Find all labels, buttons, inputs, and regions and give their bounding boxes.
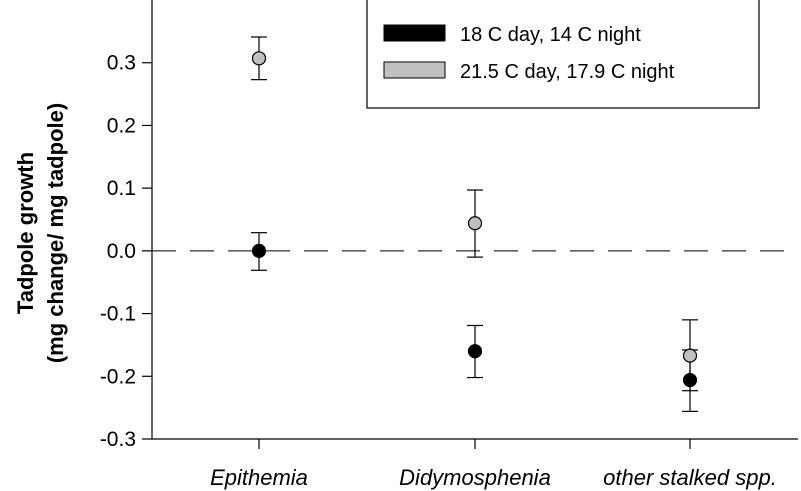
y-tick-label: -0.1 [100,303,136,326]
data-point [682,372,698,388]
y-axis-title-line1: Tadpole growth [13,152,38,314]
y-axis-title: Tadpole growth (mg change/ mg tadpole) [13,103,68,363]
legend-label-series-2: 21.5 C day, 17.9 C night [460,61,675,83]
y-tick-label: -0.3 [100,428,136,451]
legend-swatch-series-2 [383,61,446,79]
y-tick-label: 0.2 [107,114,136,137]
data-point [467,344,483,359]
y-tick-label: 0.0 [107,240,136,263]
series-1-markers [251,243,698,388]
data-point [467,216,483,231]
legend-box [366,0,760,109]
x-category-label: Epithemia [210,465,308,490]
data-point [251,243,267,258]
data-points [251,36,698,413]
y-tick-label: -0.2 [100,365,136,388]
x-category-label: Didymosphenia [399,465,551,490]
legend: 18 C day, 14 C night 21.5 C day, 17.9 C … [366,0,760,109]
series-2-markers [251,51,698,363]
y-ticks: -0.3 -0.2 -0.1 0.0 0.1 0.2 0.3 [100,52,152,451]
y-axis-title-line2: (mg change/ mg tadpole) [43,103,68,363]
legend-label-series-1: 18 C day, 14 C night [460,24,641,46]
y-tick-label: 0.1 [107,177,136,200]
data-point [251,51,267,66]
x-category-label: other stalked spp. [603,465,777,490]
legend-swatch-series-1 [383,24,446,42]
data-point [682,348,698,363]
y-tick-label: 0.3 [107,52,136,75]
plot-area: -0.3 -0.2 -0.1 0.0 0.1 0.2 0.3 Epithemia Didymo… [100,0,798,490]
x-ticks: Epithemia Didymosphenia other stalked spp. [210,439,777,490]
series-1-points [251,232,698,413]
